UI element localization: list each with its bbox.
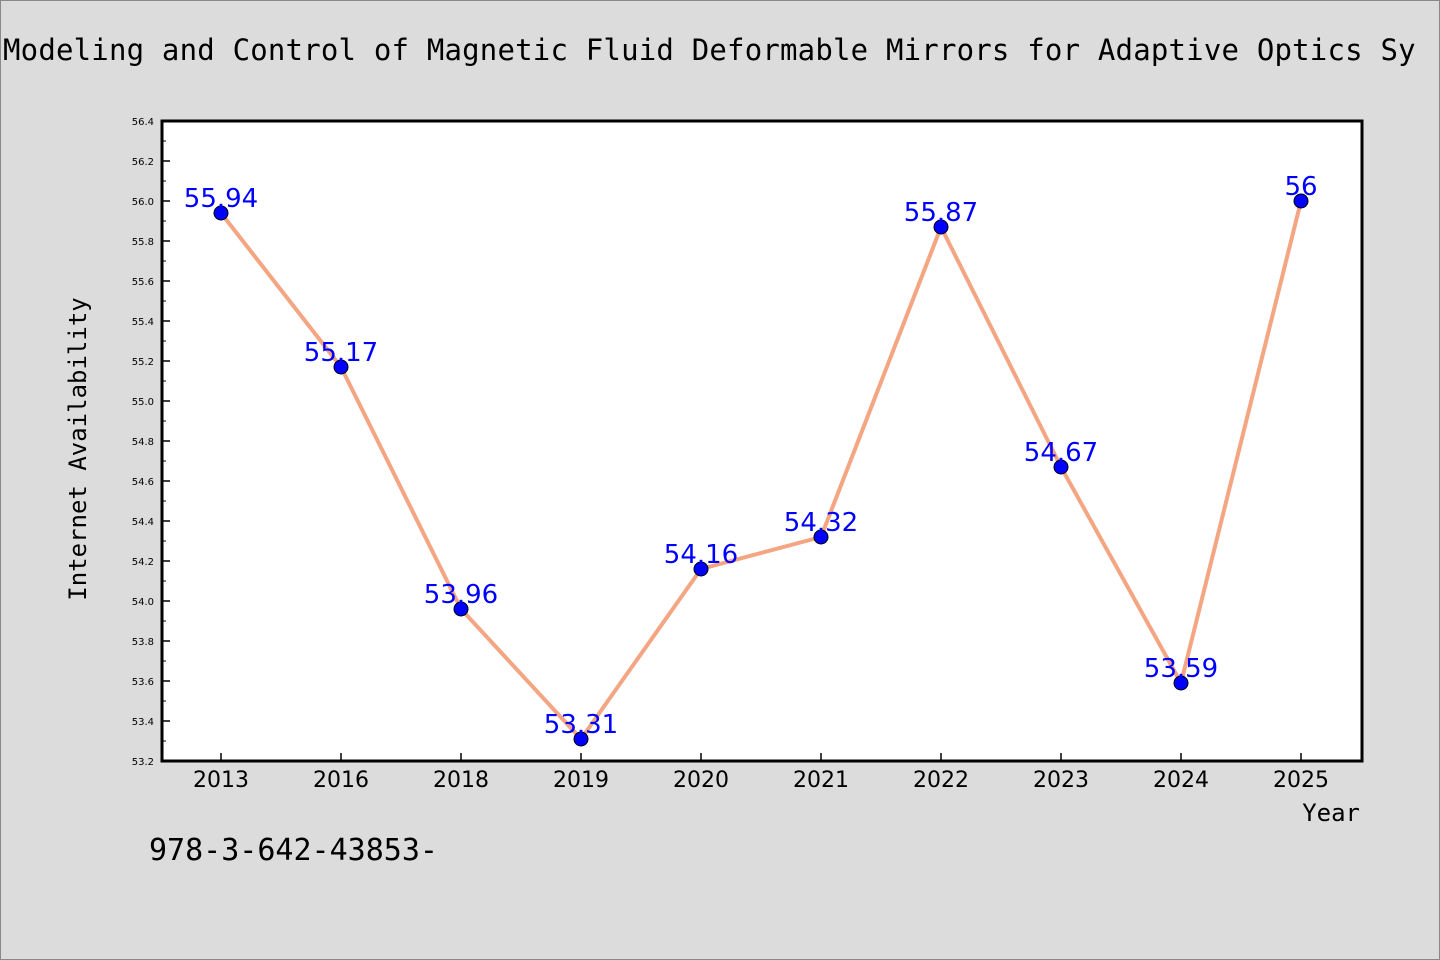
x-tick-label: 2025 — [1273, 768, 1329, 793]
y-axis: 53.2 53.4 53.6 53.8 54.0 54.2 54.4 54.6 54.8 55.0… — [132, 117, 170, 768]
y-tick-label: 53.2 — [132, 757, 154, 768]
data-point — [573, 731, 589, 747]
plot-area — [160, 119, 1364, 763]
y-axis-title: Internet Availability — [64, 297, 92, 600]
x-tick-label: 2022 — [913, 768, 969, 793]
y-tick-label: 54.6 — [132, 477, 154, 488]
data-label: 54.32 — [784, 508, 858, 538]
data-point — [213, 205, 229, 221]
chart-title: Modeling and Control of Magnetic Fluid D… — [3, 33, 1416, 67]
y-tick-label: 53.6 — [132, 677, 154, 688]
data-label-layer: 55.94 55.17 53.96 53.31 54.16 54.32 55.87 54.67… — [184, 172, 1318, 740]
data-point — [693, 561, 709, 577]
x-tick-label: 2013 — [193, 768, 249, 793]
data-point — [933, 219, 949, 235]
y-tick-label: 55.2 — [132, 357, 154, 368]
y-tick-label: 53.8 — [132, 637, 154, 648]
data-label: 53.31 — [544, 710, 618, 740]
y-tick-label: 53.4 — [132, 717, 154, 728]
x-tick-label: 2021 — [793, 768, 849, 793]
data-point — [813, 529, 829, 545]
series-layer — [213, 193, 1309, 747]
data-point — [1293, 193, 1309, 209]
data-point — [333, 359, 349, 375]
data-label: 55.17 — [304, 338, 378, 368]
y-tick-label: 55.6 — [132, 277, 154, 288]
data-point — [1053, 459, 1069, 475]
data-label: 56 — [1284, 172, 1317, 202]
x-tick-label: 2024 — [1153, 768, 1209, 793]
y-tick-label: 56.0 — [132, 197, 154, 208]
footer-text: 978-3-642-43853- — [149, 833, 438, 868]
x-tick-label: 2018 — [433, 768, 489, 793]
y-tick-label: 55.4 — [132, 317, 154, 328]
data-label: 54.67 — [1024, 438, 1098, 468]
y-tick-label: 54.2 — [132, 557, 154, 568]
data-label: 53.59 — [1144, 654, 1218, 684]
x-axis-title: Year — [1302, 799, 1360, 827]
y-tick-label: 56.2 — [132, 157, 154, 168]
data-point — [1173, 675, 1189, 691]
y-tick-label: 54.8 — [132, 437, 154, 448]
data-label: 55.94 — [184, 184, 258, 214]
data-label: 54.16 — [664, 540, 738, 570]
x-tick-label: 2020 — [673, 768, 729, 793]
x-axis: 2013 2016 2018 2019 2020 2021 2022 2023 2024 2025 — [193, 753, 1329, 793]
y-tick-label: 54.0 — [132, 597, 154, 608]
y-tick-label: 56.4 — [132, 117, 154, 128]
y-tick-label: 55.8 — [132, 237, 154, 248]
y-tick-label: 55.0 — [132, 397, 154, 408]
series-line — [219, 200, 1303, 741]
data-point — [453, 601, 469, 617]
x-tick-label: 2023 — [1033, 768, 1089, 793]
y-tick-label: 54.4 — [132, 517, 154, 528]
data-label: 53.96 — [424, 580, 498, 610]
x-tick-label: 2019 — [553, 768, 609, 793]
data-label: 55.87 — [904, 198, 978, 228]
x-tick-label: 2016 — [313, 768, 369, 793]
